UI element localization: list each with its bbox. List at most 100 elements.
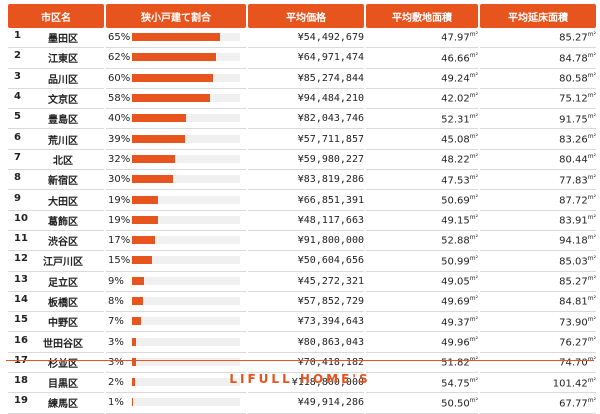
price-cell: ¥66,851,391 [248, 190, 364, 211]
ratio-label: 40% [108, 113, 131, 125]
price-cell: ¥91,800,000 [248, 231, 364, 252]
land-area-value: 51.82 [441, 357, 470, 369]
table-row: 6 荒川区 39% ¥57,711,857 45.08m² 83.26m² [8, 129, 596, 150]
table-row: 1 墨田区 65% ¥54,492,679 47.97m² 85.27m² [8, 28, 596, 49]
land-area-cell: 49.96m² [366, 332, 478, 353]
ratio-cell: 3% [106, 353, 246, 374]
floor-area-cell: 74.70m² [480, 353, 596, 374]
floor-area-value: 77.83 [559, 174, 588, 186]
city-name: 大田区 [48, 196, 78, 208]
floor-area-value: 85.27 [559, 276, 588, 288]
rank-number: 6 [14, 131, 21, 143]
floor-area-cell: 85.27m² [480, 272, 596, 292]
floor-area-cell: 83.91m² [480, 211, 596, 231]
rank-number: 5 [14, 111, 21, 123]
area-unit: m² [587, 295, 596, 303]
ratio-label: 17% [108, 235, 131, 247]
area-unit: m² [588, 356, 596, 363]
ratio-label: 15% [108, 255, 131, 267]
city-name: 中野区 [48, 318, 78, 330]
land-area-cell: 50.50m² [366, 393, 478, 414]
floor-area-value: 84.78 [559, 53, 588, 65]
ratio-cell: 3% [106, 332, 246, 353]
ratio-bar [132, 276, 145, 285]
ratio-bar-track [132, 297, 240, 305]
city-cell: 17杉並区 [8, 353, 104, 374]
ratio-label: 58% [108, 93, 131, 105]
land-area-cell: 48.22m² [366, 150, 478, 171]
floor-area-value: 74.70 [559, 357, 588, 369]
ratio-cell: 19% [106, 190, 246, 211]
table-row: 12 江戸川区 15% ¥50,604,656 50.99m² 85.03m² [8, 251, 596, 272]
price-cell: ¥64,971,474 [248, 48, 364, 69]
rank-number: 9 [14, 192, 21, 204]
area-unit: m² [587, 132, 596, 140]
city-name: 墨田区 [48, 34, 78, 46]
floor-area-value: 75.12 [559, 93, 588, 105]
ratio-label: 2% [108, 377, 124, 389]
city-cell: 2 江東区 [8, 48, 104, 69]
area-unit: m² [587, 275, 596, 283]
ratio-label: 19% [108, 194, 131, 206]
floor-area-cell: 80.44m² [480, 150, 596, 171]
header-row: 市区名 狭小戸建て割合 平均価格 平均敷地面積 平均延床面積 [8, 4, 596, 28]
land-area-value: 46.66 [441, 53, 470, 65]
area-unit: m² [469, 254, 478, 262]
land-area-cell: 49.24m² [366, 69, 478, 89]
floor-area-cell: 83.26m² [480, 129, 596, 150]
land-area-cell: 49.15m² [366, 211, 478, 231]
price-cell: ¥57,852,729 [248, 292, 364, 313]
area-unit: m² [587, 396, 596, 404]
city-name: 杉並区 [48, 358, 78, 370]
ratio-bar [132, 195, 158, 204]
land-area-cell: 47.53m² [366, 170, 478, 191]
ratio-bar [132, 297, 143, 305]
ratio-label: 9% [108, 275, 124, 287]
ratio-bar [132, 317, 142, 326]
area-unit: m² [587, 72, 596, 80]
floor-area-value: 94.18 [559, 235, 588, 247]
area-unit: m² [587, 214, 596, 222]
ratio-cell: 1% [106, 393, 246, 414]
ranking-table: 市区名 狭小戸建て割合 平均価格 平均敷地面積 平均延床面積 1 墨田区 65% ¥5… [6, 4, 598, 414]
area-unit: m² [587, 153, 596, 161]
footer-divider [6, 360, 594, 361]
land-area-value: 45.08 [441, 134, 470, 146]
table-row: 13 足立区 9% ¥45,272,321 49.05m² 85.27m² [8, 272, 596, 292]
land-area-cell: 50.99m² [366, 251, 478, 272]
floor-area-value: 83.26 [559, 134, 588, 146]
floor-area-cell: 85.27m² [480, 28, 596, 49]
rank-number: 4 [14, 91, 21, 103]
land-area-value: 49.37 [441, 316, 470, 328]
floor-area-value: 85.03 [559, 256, 588, 268]
land-area-value: 50.99 [441, 256, 470, 268]
ratio-bar-track [132, 276, 240, 285]
city-cell: 13 足立区 [8, 272, 104, 292]
ratio-bar [132, 73, 213, 82]
ratio-cell: 15% [106, 251, 246, 272]
land-area-value: 52.31 [441, 114, 470, 125]
ratio-bar-track [132, 215, 240, 224]
price-cell: ¥57,711,857 [248, 129, 364, 150]
land-area-cell: 46.66m² [366, 48, 478, 69]
ratio-cell: 30% [106, 170, 246, 191]
ratio-label: 30% [108, 174, 131, 186]
header-land-area: 平均敷地面積 [366, 4, 478, 28]
area-unit: m² [469, 315, 478, 323]
table-row: 14 板橋区 8% ¥57,852,729 49.69m² 84.81m² [8, 292, 596, 313]
rank-number: 2 [14, 50, 21, 62]
area-unit: m² [469, 376, 478, 384]
area-unit: m² [469, 51, 478, 59]
city-cell: 12 江戸川区 [8, 251, 104, 272]
land-area-cell: 49.05m² [366, 272, 478, 292]
area-unit: m² [469, 112, 478, 120]
ratio-bar [132, 175, 173, 184]
floor-area-value: 87.72 [559, 195, 588, 207]
city-cell: 8 新宿区 [8, 170, 104, 191]
table-row: 11 渋谷区 17% ¥91,800,000 52.88m² 94.18m² [8, 231, 596, 252]
table-body: 1 墨田区 65% ¥54,492,679 47.97m² 85.27m² 2 江東区 6 2% ¥… [8, 28, 596, 414]
ratio-bar [132, 215, 158, 224]
table-row: 18 目黒区 2% ¥118,800,000 54.75m² 101.42m² [8, 373, 596, 394]
city-name: 江戸川区 [43, 257, 83, 269]
floor-area-value: 80.58 [559, 73, 588, 85]
